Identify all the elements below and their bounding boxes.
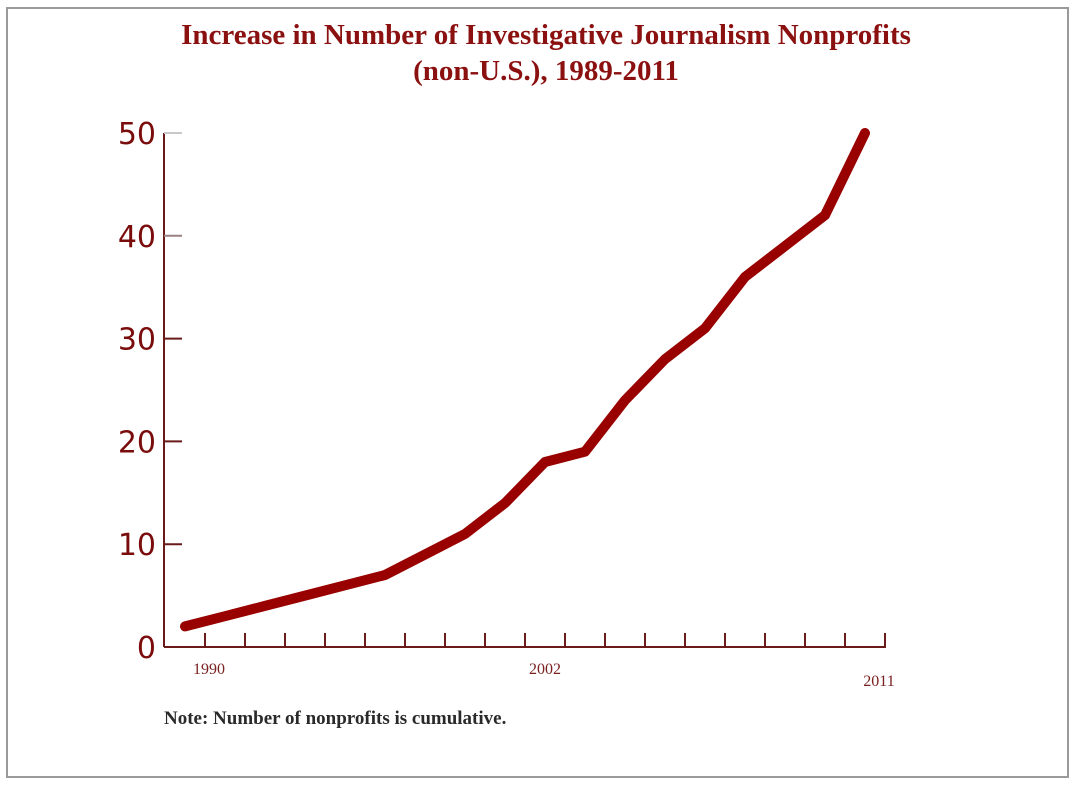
y-tick-label: 10 (118, 528, 156, 563)
y-tick-label: 40 (118, 220, 156, 255)
y-tick-label: 30 (118, 323, 156, 358)
x-tick-label: 1990 (193, 661, 225, 678)
y-tick-label: 20 (118, 425, 156, 460)
chart-note: Note: Number of nonprofits is cumulative… (164, 708, 506, 729)
y-axis: 0 10 20 30 40 50 (118, 117, 182, 666)
y-tick-label: 0 (137, 631, 156, 666)
series-group (180, 128, 870, 632)
x-tick-label: 2011 (863, 673, 894, 690)
y-tick-label: 50 (118, 117, 156, 152)
x-tick-label: 2002 (529, 661, 561, 678)
chart-subtitle: (non-U.S.), 1989-2011 (413, 55, 679, 87)
chart-title: Increase in Number of Investigative Jour… (181, 19, 911, 51)
series-line (180, 128, 870, 632)
chart-frame (6, 7, 1069, 778)
x-axis: 1990 2002 2011 (164, 633, 895, 690)
